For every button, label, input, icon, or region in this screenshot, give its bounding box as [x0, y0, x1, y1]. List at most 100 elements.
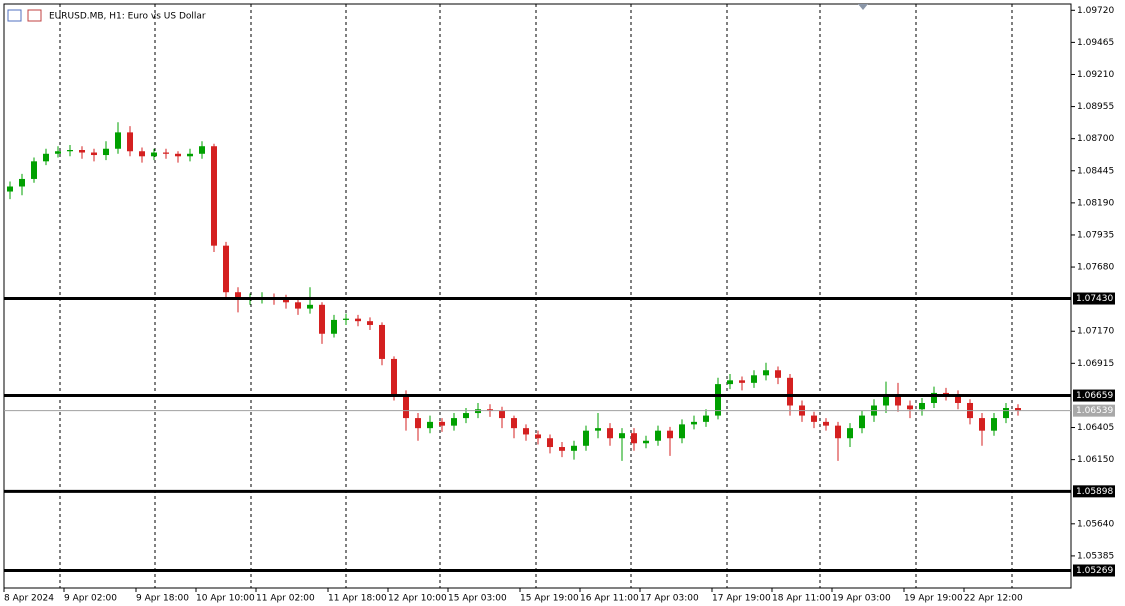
level-box [1073, 485, 1115, 498]
candle-body [775, 370, 781, 378]
y-tick-label: 1.05640 [1077, 519, 1114, 529]
candle-body [751, 375, 757, 383]
candle-body [127, 132, 133, 152]
candle-body [979, 418, 985, 431]
candle-body [535, 434, 541, 439]
candle-body [187, 153, 193, 157]
candle-body [619, 433, 625, 439]
candle-body [103, 148, 109, 156]
candle-body [571, 445, 577, 451]
candle-body [43, 153, 49, 162]
candle-body [415, 418, 421, 429]
candle-body [319, 304, 325, 334]
candle-body [667, 430, 673, 439]
candle-body [895, 396, 901, 406]
x-tick-label: 15 Apr 19:00 [520, 594, 579, 604]
candle-body [907, 405, 913, 410]
candle-body [7, 186, 13, 192]
candle-body [523, 428, 529, 435]
candle-body [859, 415, 865, 429]
level-box [1073, 292, 1115, 305]
candle-body [919, 402, 925, 410]
candle-body [307, 304, 313, 309]
candle-body [67, 150, 73, 152]
icon[interactable] [7, 9, 22, 22]
x-tick-label: 11 Apr 18:00 [328, 594, 387, 604]
x-tick-label: 17 Apr 19:00 [712, 594, 771, 604]
level-box [1073, 564, 1115, 577]
candle-body [91, 152, 97, 156]
candle-body [943, 392, 949, 395]
candle-body [487, 409, 493, 411]
x-tick-label: 8 Apr 2024 [4, 594, 54, 604]
y-tick-label: 1.09465 [1077, 38, 1114, 48]
candle-body [439, 421, 445, 426]
candle-body [199, 146, 205, 154]
candle-body [715, 384, 721, 416]
level-label: 1.06659 [1076, 391, 1113, 401]
icon[interactable] [27, 9, 42, 22]
candle-body [679, 424, 685, 439]
candle-body [499, 410, 505, 419]
candle-body [175, 153, 181, 157]
y-tick-label: 1.09210 [1077, 70, 1114, 80]
candle-body [79, 150, 85, 153]
candle-body [847, 428, 853, 439]
candle-body [331, 319, 337, 334]
candle-body [151, 152, 157, 157]
candle-body [739, 380, 745, 383]
candle-body [835, 425, 841, 439]
candle-body [595, 428, 601, 431]
x-tick-label: 16 Apr 11:00 [580, 594, 639, 604]
x-tick-label: 22 Apr 12:00 [964, 594, 1023, 604]
candle-body [211, 146, 217, 246]
x-tick-label: 17 Apr 03:00 [640, 594, 699, 604]
candle-body [343, 318, 349, 320]
candle-body [403, 394, 409, 419]
level-label: 1.05898 [1076, 487, 1113, 497]
candle-body [811, 415, 817, 422]
level-label: 1.07430 [1076, 294, 1113, 304]
candle-body [115, 132, 121, 149]
candle-body [607, 428, 613, 439]
x-tick-label: 19 Apr 03:00 [832, 594, 891, 604]
shift-marker[interactable] [858, 4, 868, 10]
candle-body [31, 161, 37, 179]
candle-body [883, 396, 889, 406]
last-price-box [1073, 404, 1115, 417]
candle-body [235, 292, 241, 300]
candle-body [19, 178, 25, 187]
y-tick-label: 1.08445 [1077, 166, 1114, 176]
candle-body [55, 151, 61, 154]
x-tick-label: 11 Apr 02:00 [256, 594, 315, 604]
candle-body [643, 440, 649, 444]
candle-body [991, 418, 997, 431]
candle-body [763, 370, 769, 376]
x-tick-label: 10 Apr 10:00 [196, 594, 255, 604]
candle-body [691, 421, 697, 425]
y-tick-label: 1.06150 [1077, 455, 1114, 465]
y-tick-label: 1.07680 [1077, 263, 1114, 273]
level-box [1073, 389, 1115, 402]
candle-body [367, 321, 373, 325]
candle-body [223, 245, 229, 293]
y-tick-label: 1.09720 [1077, 6, 1114, 16]
y-tick-label: 1.08955 [1077, 102, 1114, 112]
candle-body [427, 421, 433, 429]
y-tick-label: 1.06405 [1077, 423, 1114, 433]
candle-body [379, 324, 385, 359]
candle-body [511, 418, 517, 429]
y-tick-label: 1.06915 [1077, 359, 1114, 369]
candle-body [547, 438, 553, 448]
x-tick-label: 19 Apr 19:00 [904, 594, 963, 604]
candle-body [391, 358, 397, 395]
x-tick-label: 9 Apr 18:00 [136, 594, 189, 604]
x-tick-label: 12 Apr 10:00 [388, 594, 447, 604]
y-tick-label: 1.07935 [1077, 230, 1114, 240]
candle-body [787, 377, 793, 406]
level-label: 1.05269 [1076, 566, 1113, 576]
candle-body [463, 413, 469, 419]
y-tick-label: 1.07170 [1077, 327, 1114, 337]
